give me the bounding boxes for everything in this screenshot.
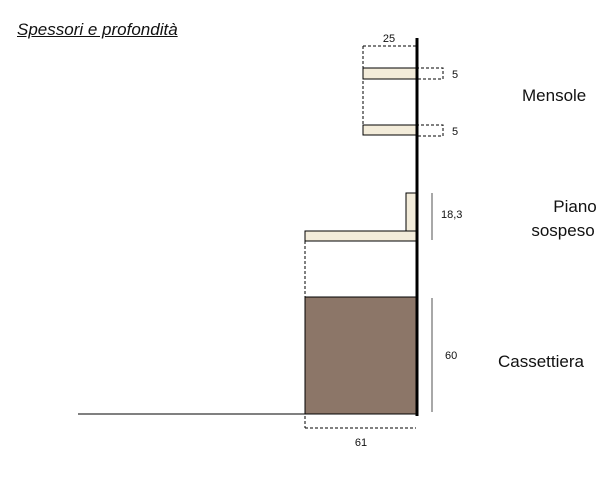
shelf-bottom-thickness-dim: 5 — [452, 126, 458, 138]
shelf-bottom — [362, 124, 417, 136]
shelf-guides — [362, 45, 444, 137]
shelf-top-thickness-dim: 5 — [452, 69, 458, 81]
shelf-depth-dim: 25 — [383, 33, 395, 45]
piano-back-panel — [405, 192, 417, 232]
cassettiera-depth-dim: 61 — [355, 437, 367, 449]
piano-height-dim: 18,3 — [441, 209, 462, 221]
label-mensole: Mensole — [522, 86, 586, 105]
label-piano-line1: Piano — [553, 197, 596, 216]
label-piano-line2: sospeso — [531, 221, 594, 240]
cassettiera-height-dim: 60 — [445, 350, 457, 362]
shelf-top — [362, 67, 417, 80]
diagram-title: Spessori e profondità — [17, 20, 178, 39]
label-cassettiera: Cassettiera — [498, 352, 585, 371]
cassettiera-block — [304, 296, 417, 415]
piano-top — [304, 230, 417, 242]
